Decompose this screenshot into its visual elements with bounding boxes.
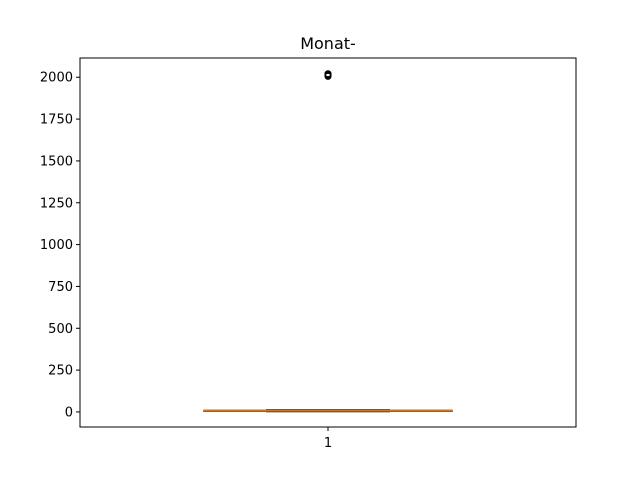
x-axis: 1 bbox=[324, 427, 332, 451]
y-tick-label: 1750 bbox=[40, 113, 73, 128]
y-tick-label: 1500 bbox=[40, 154, 73, 169]
y-tick-label: 250 bbox=[48, 364, 73, 379]
y-tick-label: 750 bbox=[48, 280, 73, 295]
chart-title: Monat- bbox=[300, 34, 356, 53]
y-tick-label: 1000 bbox=[40, 238, 73, 253]
y-tick-label: 2000 bbox=[40, 71, 73, 86]
x-tick-label: 1 bbox=[324, 436, 332, 451]
y-axis: 0 250 500 750 1000 1250 1500 1750 2000 bbox=[40, 71, 80, 420]
y-tick-label: 1250 bbox=[40, 196, 73, 211]
plot-content bbox=[203, 70, 453, 413]
outlier-point bbox=[324, 70, 332, 78]
y-tick-label: 500 bbox=[48, 322, 73, 337]
y-tick-label: 0 bbox=[65, 405, 73, 420]
